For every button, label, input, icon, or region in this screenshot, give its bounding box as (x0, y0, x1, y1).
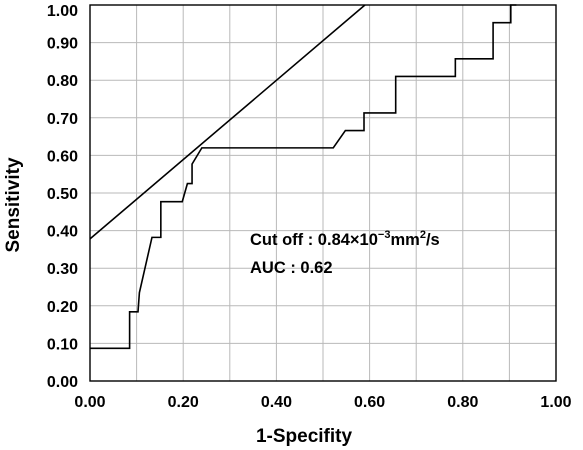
y-tick-label: 1.00 (47, 3, 78, 20)
annotation-cutoff: Cut off : 0.84×10−3mm2/s (250, 229, 440, 249)
annotation-cutoff-exp: −3 (378, 229, 391, 241)
x-axis-title: 1-Specifity (256, 426, 353, 447)
y-tick-label: 0.60 (47, 148, 78, 165)
x-tick-label: 0.60 (354, 394, 385, 411)
annotation-cutoff-sq: 2 (420, 229, 426, 241)
y-tick-label: 0.00 (47, 374, 78, 391)
y-tick-labels: 0.00 0.10 0.20 0.30 0.40 0.50 0.60 0.70 0.80 0.90… (47, 3, 78, 391)
roc-curve-line (90, 4, 517, 350)
y-axis-title: Sensitivity (3, 157, 24, 252)
series-lines (89, 4, 517, 350)
annotation-cutoff-prefix: Cut off : 0.84×10 (250, 231, 378, 249)
annotation-cutoff-unit: mm (390, 231, 419, 249)
annotation-auc: AUC : 0.62 (250, 259, 333, 277)
x-tick-label: 0.20 (168, 394, 199, 411)
y-tick-label: 0.40 (47, 224, 78, 241)
annotation-cutoff-suffix: /s (426, 231, 440, 249)
x-tick-labels: 0.00 0.20 0.40 0.60 0.80 1.00 (74, 394, 571, 411)
x-tick-label: 0.40 (261, 394, 292, 411)
y-tick-label: 0.50 (47, 186, 78, 203)
x-tick-label: 1.00 (540, 394, 571, 411)
x-tick-label: 0.00 (74, 394, 105, 411)
y-tick-label: 0.80 (47, 73, 78, 90)
grid (90, 5, 556, 381)
y-tick-label: 0.90 (47, 36, 78, 53)
plot-frame (89, 4, 557, 382)
y-tick-label: 0.70 (47, 111, 78, 128)
x-tick-label: 0.80 (447, 394, 478, 411)
y-tick-label: 0.30 (47, 261, 78, 278)
y-tick-label: 0.20 (47, 299, 78, 316)
tangent-line (89, 4, 366, 240)
y-tick-label: 0.10 (47, 336, 78, 353)
